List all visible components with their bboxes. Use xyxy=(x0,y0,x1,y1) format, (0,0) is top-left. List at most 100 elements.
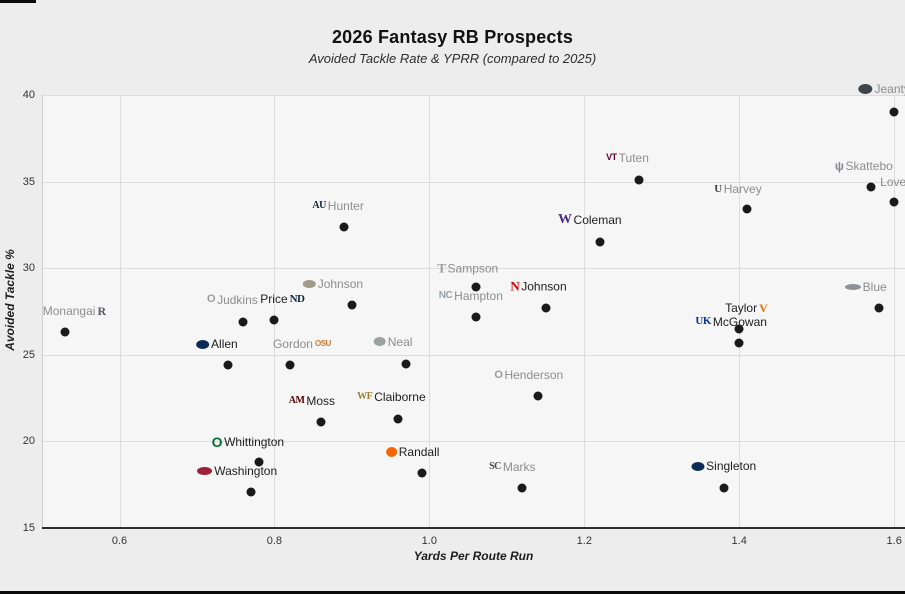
data-point xyxy=(269,315,279,325)
plot-area xyxy=(42,95,905,528)
player-annotation: AM Moss xyxy=(289,395,335,407)
x-gridline xyxy=(274,95,276,528)
data-point xyxy=(60,327,70,337)
player-annotation: O Henderson xyxy=(494,369,563,381)
chart-subtitle: Avoided Tackle Rate & YPRR (compared to … xyxy=(308,51,597,66)
player-annotation: VT Tuten xyxy=(606,152,649,164)
player-annotation: Taylor V xyxy=(725,300,768,315)
data-point xyxy=(471,282,481,292)
player-name: Hunter xyxy=(327,198,364,213)
player-annotation: T Sampson xyxy=(437,262,498,275)
data-point xyxy=(517,483,527,493)
player-name: Gordon xyxy=(272,337,313,352)
data-point xyxy=(223,360,233,370)
player-name: Coleman xyxy=(573,213,622,228)
data-point xyxy=(742,204,752,214)
player-annotation: ψ Skattebo xyxy=(835,160,893,172)
y-tick-label: 25 xyxy=(22,348,35,361)
player-name: Harvey xyxy=(723,182,762,197)
player-name: Hampton xyxy=(454,288,503,303)
player-name: Jeanty xyxy=(874,82,905,97)
player-name: Love xyxy=(880,175,905,190)
top-edge-bar xyxy=(0,0,36,3)
x-tick-label: 1.6 xyxy=(886,535,902,547)
michigan-state-logo xyxy=(373,337,386,346)
y-tick-label: 15 xyxy=(22,522,35,534)
chart-title: 2026 Fantasy RB Prospects xyxy=(331,27,574,47)
data-point xyxy=(339,222,349,232)
data-point xyxy=(866,182,876,192)
player-annotation: WF Claiborne xyxy=(357,391,425,403)
player-name: Johnson xyxy=(317,276,364,291)
y-gridline xyxy=(42,441,905,443)
player-name: Marks xyxy=(502,460,536,475)
data-point xyxy=(238,317,248,327)
data-point xyxy=(285,360,295,370)
virginia-logo: V xyxy=(759,300,768,315)
player-annotation: Love xyxy=(880,176,905,188)
player-annotation: Neal xyxy=(373,336,412,348)
data-point xyxy=(471,312,481,322)
player-name: Taylor xyxy=(725,300,758,315)
player-name: Allen xyxy=(211,337,238,352)
data-point xyxy=(417,468,427,478)
ucf-logo: U xyxy=(714,182,722,195)
tennessee-logo: T xyxy=(437,260,446,276)
y-gridline xyxy=(42,268,905,270)
data-point xyxy=(634,175,643,185)
player-annotation: UK McGowan xyxy=(695,316,767,328)
x-tick-label: 1.2 xyxy=(576,535,592,547)
oregon-logo: O xyxy=(211,434,223,451)
iowa-logo xyxy=(302,279,316,288)
data-point xyxy=(401,359,411,368)
player-annotation: Gordon OSU xyxy=(273,338,331,350)
x-axis-line xyxy=(42,527,905,529)
y-gridline xyxy=(42,354,905,356)
x-tick-label: 0.6 xyxy=(111,535,128,547)
washington-huskies-logo: W xyxy=(558,212,572,228)
player-name: Claiborne xyxy=(374,389,426,404)
player-name: Monangai xyxy=(42,304,96,319)
y-gridline xyxy=(42,95,905,96)
player-annotation: U Harvey xyxy=(714,183,761,195)
data-point xyxy=(254,457,264,467)
kentucky-logo: UK xyxy=(695,315,711,328)
data-point xyxy=(719,483,729,493)
y-tick-label: 40 xyxy=(22,89,35,101)
virginia-tech-logo: VT xyxy=(606,152,617,163)
y-axis-line xyxy=(42,95,43,528)
arizona-state-logo: ψ xyxy=(834,158,844,173)
y-axis-title: Avoided Tackle % xyxy=(3,249,17,351)
player-annotation: W Coleman xyxy=(558,213,622,227)
y-tick-label: 20 xyxy=(22,435,35,448)
player-annotation: Jeanty xyxy=(858,82,905,97)
player-name: Skattebo xyxy=(845,158,893,173)
data-point xyxy=(734,324,744,334)
y-tick-label: 35 xyxy=(22,175,35,188)
data-point xyxy=(541,303,550,313)
nebraska-logo: N xyxy=(510,278,520,294)
player-name: Washington xyxy=(214,463,278,478)
rutgers-logo: R xyxy=(97,304,106,319)
data-point xyxy=(347,300,357,310)
player-annotation: Allen xyxy=(196,338,238,350)
clemson-logo xyxy=(385,446,397,457)
boise-state-logo xyxy=(858,84,873,95)
player-annotation: SC Marks xyxy=(489,461,535,473)
penn-state-logo xyxy=(196,339,210,349)
player-annotation: Johnson xyxy=(302,276,364,291)
ohio-state-logo: O xyxy=(494,368,503,381)
player-name: Tuten xyxy=(618,150,649,165)
player-name: Judkins xyxy=(217,292,258,307)
y-tick-label: 30 xyxy=(22,262,35,275)
auburn-logo: AU xyxy=(312,199,326,211)
player-annotation: Randall xyxy=(385,446,439,458)
player-name: McGowan xyxy=(712,314,767,329)
player-annotation: Singleton xyxy=(691,460,756,472)
x-tick-label: 1.4 xyxy=(731,535,747,547)
player-annotation: Washington xyxy=(197,465,277,477)
data-point xyxy=(889,107,899,117)
player-name: Moss xyxy=(306,394,336,409)
x-gridline xyxy=(739,95,741,528)
